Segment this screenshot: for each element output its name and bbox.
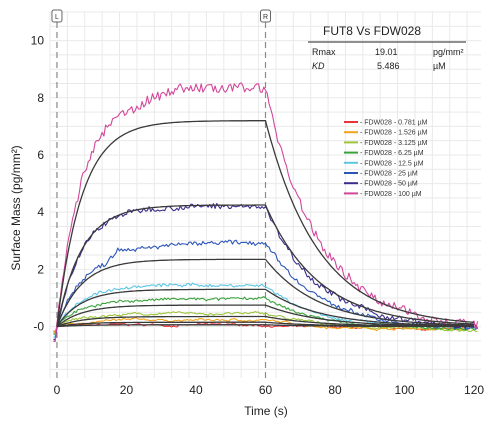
fit-curve <box>56 304 474 328</box>
legend-label: - FDW028 - 100 µM <box>360 191 422 198</box>
fit-curve <box>56 204 475 327</box>
x-tick-label: 20 <box>120 383 134 397</box>
y-tick-label: 4 <box>37 205 44 219</box>
series-line <box>53 317 478 334</box>
x-tick-label: 120 <box>464 383 484 397</box>
series-line <box>53 82 479 343</box>
x-axis-label: Time (s) <box>244 404 288 418</box>
marker-label: R <box>263 14 268 21</box>
marker-box <box>260 9 271 23</box>
y-tick-label: 8 <box>37 91 44 105</box>
x-tick-label: 0 <box>54 383 61 397</box>
series-line <box>53 322 478 333</box>
rmax-value: 19.01 <box>375 47 398 57</box>
series-line <box>53 282 478 339</box>
rmax-unit: pg/mm² <box>433 47 464 57</box>
legend-label: - FDW028 - 50 µM <box>360 181 418 188</box>
legend-label: - FDW028 - 25 µM <box>360 171 418 178</box>
legend-label: - FDW028 - 0.781 µM <box>360 120 428 127</box>
x-tick-label: 80 <box>328 383 342 397</box>
y-tick-label: -0 <box>33 320 44 334</box>
y-tick-label: 2 <box>37 262 44 276</box>
kd-label: KD <box>312 61 325 71</box>
x-tick-label: 60 <box>259 383 273 397</box>
marker-label: L <box>55 14 59 21</box>
tick-labels: 0 20 40 60 80 100 120 -0 2 4 6 8 10 <box>31 34 485 397</box>
rmax-label: Rmax <box>312 47 336 57</box>
x-tick-label: 100 <box>395 383 415 397</box>
legend-label: - FDW028 - 3.125 µM <box>360 140 428 147</box>
fit-curve <box>56 258 475 327</box>
legend-label: - FDW028 - 12.5 µM <box>360 160 424 167</box>
marker-box <box>51 9 63 23</box>
chart-title: FUT8 Vs FDW028 <box>323 24 421 38</box>
fit-curves <box>56 120 475 328</box>
fit-curve <box>56 315 474 328</box>
y-tick-label: 6 <box>37 148 44 162</box>
x-tick-label: 40 <box>189 383 203 397</box>
kd-value: 5.486 <box>377 61 400 71</box>
y-tick-label: 10 <box>31 34 45 48</box>
legend-label: - FDW028 - 6.25 µM <box>360 150 424 157</box>
fit-curve <box>56 120 475 327</box>
y-axis-label: Surface Mass (pg/mm²) <box>9 145 23 270</box>
legend-label: - FDW028 - 1.526 µM <box>360 130 428 137</box>
legend: - FDW028 - 0.781 µM - FDW028 - 1.526 µM - … <box>344 120 428 198</box>
kd-unit: µM <box>433 61 446 71</box>
fit-results-table: FUT8 Vs FDW028 Rmax 19.01 pg/mm² KD 5.48… <box>308 24 466 71</box>
fit-curve <box>56 288 474 327</box>
